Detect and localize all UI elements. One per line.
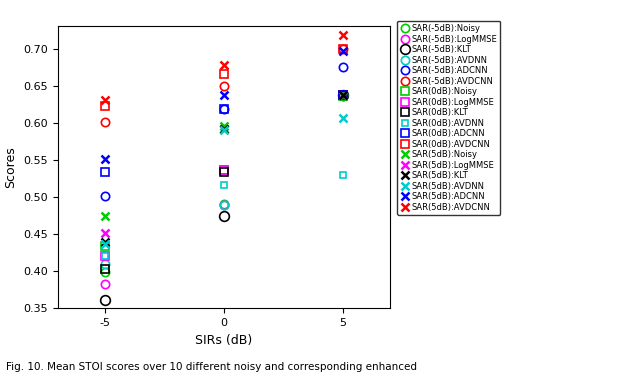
Line: SAR(0dB):ADCNN: SAR(0dB):ADCNN xyxy=(101,90,347,176)
SAR(-5dB):LogMMSE xyxy=(101,282,109,286)
SAR(5dB):AVDNN xyxy=(220,128,228,132)
SAR(-5dB):ADCNN xyxy=(101,194,109,199)
Line: SAR(-5dB):AVDCNN: SAR(-5dB):AVDCNN xyxy=(101,44,347,126)
SAR(0dB):Noisy xyxy=(339,94,347,99)
SAR(0dB):ADCNN xyxy=(339,92,347,97)
Text: Fig. 10. Mean STOI scores over 10 different noisy and corresponding enhanced: Fig. 10. Mean STOI scores over 10 differ… xyxy=(6,362,417,372)
Line: SAR(5dB):AVDNN: SAR(5dB):AVDNN xyxy=(101,114,347,249)
SAR(-5dB):KLT xyxy=(101,298,109,302)
SAR(0dB):AVDNN xyxy=(339,173,347,177)
SAR(5dB):KLT xyxy=(339,92,347,97)
SAR(5dB):ADCNN xyxy=(101,157,109,161)
SAR(5dB):AVDCNN xyxy=(339,33,347,38)
Line: SAR(5dB):ADCNN: SAR(5dB):ADCNN xyxy=(101,47,347,163)
Line: SAR(0dB):KLT: SAR(0dB):KLT xyxy=(101,90,347,273)
SAR(5dB):Noisy xyxy=(220,123,228,128)
SAR(-5dB):LogMMSE xyxy=(220,203,228,208)
SAR(0dB):AVDNN xyxy=(220,183,228,187)
SAR(0dB):AVDCNN xyxy=(339,46,347,51)
SAR(-5dB):LogMMSE xyxy=(339,93,347,98)
SAR(-5dB):Noisy xyxy=(101,270,109,274)
SAR(-5dB):ADCNN xyxy=(339,65,347,70)
SAR(-5dB):AVDNN xyxy=(339,92,347,97)
Line: SAR(-5dB):AVDNN: SAR(-5dB):AVDNN xyxy=(101,90,347,268)
SAR(5dB):LogMMSE xyxy=(220,126,228,131)
SAR(5dB):LogMMSE xyxy=(101,230,109,235)
SAR(0dB):Noisy xyxy=(101,244,109,248)
Line: SAR(5dB):Noisy: SAR(5dB):Noisy xyxy=(101,92,347,220)
SAR(0dB):KLT xyxy=(220,170,228,174)
SAR(-5dB):AVDNN xyxy=(101,262,109,266)
SAR(5dB):Noisy xyxy=(101,214,109,218)
SAR(0dB):KLT xyxy=(101,267,109,271)
Line: SAR(0dB):Noisy: SAR(0dB):Noisy xyxy=(101,92,347,250)
SAR(5dB):ADCNN xyxy=(220,92,228,97)
SAR(-5dB):ADCNN xyxy=(220,106,228,111)
Line: SAR(-5dB):KLT: SAR(-5dB):KLT xyxy=(100,91,348,305)
SAR(5dB):Noisy xyxy=(339,94,347,99)
SAR(-5dB):KLT xyxy=(220,214,228,218)
Line: SAR(-5dB):Noisy: SAR(-5dB):Noisy xyxy=(101,92,347,276)
SAR(0dB):Noisy xyxy=(220,168,228,173)
SAR(5dB):KLT xyxy=(220,127,228,132)
Y-axis label: Scores: Scores xyxy=(4,146,17,188)
SAR(5dB):AVDCNN xyxy=(101,97,109,102)
Line: SAR(5dB):LogMMSE: SAR(5dB):LogMMSE xyxy=(101,91,347,237)
SAR(0dB):LogMMSE xyxy=(101,253,109,258)
SAR(0dB):ADCNN xyxy=(101,170,109,174)
SAR(0dB):KLT xyxy=(339,92,347,97)
Line: SAR(5dB):AVDCNN: SAR(5dB):AVDCNN xyxy=(101,31,347,104)
SAR(5dB):KLT xyxy=(101,240,109,244)
SAR(5dB):AVDCNN xyxy=(220,63,228,67)
SAR(-5dB):AVDCNN xyxy=(339,46,347,51)
Line: SAR(-5dB):ADCNN: SAR(-5dB):ADCNN xyxy=(101,63,347,200)
SAR(-5dB):KLT xyxy=(339,93,347,98)
SAR(0dB):AVDNN xyxy=(101,253,109,258)
SAR(-5dB):Noisy xyxy=(339,94,347,99)
SAR(-5dB):AVDNN xyxy=(220,203,228,208)
X-axis label: SIRs (dB): SIRs (dB) xyxy=(195,334,253,347)
SAR(-5dB):AVDCNN xyxy=(220,83,228,88)
SAR(-5dB):AVDCNN xyxy=(101,120,109,124)
SAR(5dB):AVDNN xyxy=(101,242,109,247)
Line: SAR(0dB):AVDNN: SAR(0dB):AVDNN xyxy=(102,171,346,259)
SAR(0dB):AVDCNN xyxy=(101,104,109,109)
Line: SAR(0dB):LogMMSE: SAR(0dB):LogMMSE xyxy=(101,90,347,260)
SAR(0dB):ADCNN xyxy=(220,107,228,112)
SAR(5dB):LogMMSE xyxy=(339,93,347,98)
SAR(5dB):ADCNN xyxy=(339,49,347,53)
SAR(-5dB):Noisy xyxy=(220,202,228,207)
Line: SAR(-5dB):LogMMSE: SAR(-5dB):LogMMSE xyxy=(101,91,347,288)
Line: SAR(5dB):KLT: SAR(5dB):KLT xyxy=(101,90,347,246)
SAR(5dB):AVDNN xyxy=(339,116,347,121)
Legend: SAR(-5dB):Noisy, SAR(-5dB):LogMMSE, SAR(-5dB):KLT, SAR(-5dB):AVDNN, SAR(-5dB):AD: SAR(-5dB):Noisy, SAR(-5dB):LogMMSE, SAR(… xyxy=(397,21,500,215)
SAR(0dB):AVDCNN xyxy=(220,71,228,76)
SAR(0dB):LogMMSE xyxy=(220,168,228,173)
SAR(0dB):LogMMSE xyxy=(339,92,347,97)
Line: SAR(0dB):AVDCNN: SAR(0dB):AVDCNN xyxy=(101,44,347,111)
